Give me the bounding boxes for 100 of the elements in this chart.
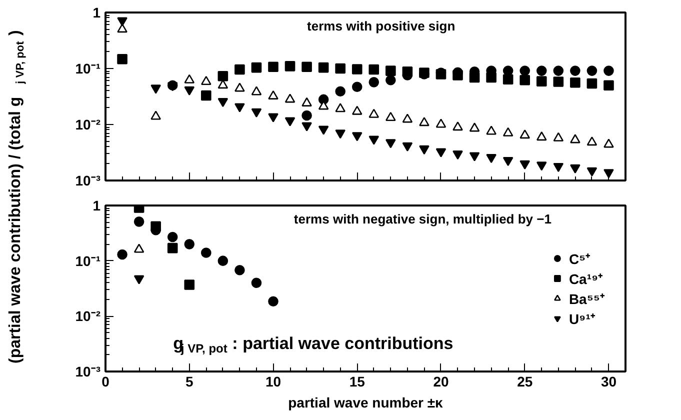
- point: [368, 64, 380, 75]
- point: [218, 71, 228, 82]
- point: [402, 66, 413, 77]
- text: terms with negative sign, multiplied by −1: [294, 212, 552, 226]
- point: [520, 66, 530, 76]
- point: [234, 264, 245, 276]
- legend-label: C⁵⁺: [568, 250, 591, 268]
- legend-label: U⁹¹⁺: [568, 310, 596, 328]
- point: [335, 130, 346, 139]
- point: [469, 72, 480, 83]
- point: [234, 82, 245, 92]
- point: [402, 142, 413, 152]
- x-axis-title: partial wave number ±κ: [288, 394, 444, 410]
- y-tick-label: 10⁻²: [75, 116, 101, 132]
- text: terms with positive sign: [307, 18, 456, 34]
- y-tick-label: 10⁻³: [75, 172, 101, 188]
- point: [502, 74, 514, 85]
- point: [268, 113, 278, 122]
- point: [520, 160, 530, 170]
- point: [570, 164, 580, 174]
- point: [368, 136, 380, 145]
- point: [386, 139, 396, 148]
- point: [368, 77, 380, 88]
- point: [553, 76, 564, 87]
- y-tick-label: 10⁻¹: [75, 252, 101, 269]
- point: [134, 244, 144, 253]
- point: [553, 66, 564, 76]
- point: [452, 70, 463, 80]
- point: [586, 66, 598, 76]
- x-tick-label: 25: [517, 374, 533, 390]
- point: [386, 74, 396, 86]
- point: [570, 66, 580, 76]
- x-tick-label: 15: [349, 374, 366, 390]
- legend-label: Ca¹⁹⁺: [568, 270, 604, 288]
- point: [302, 62, 312, 72]
- point: [284, 117, 296, 126]
- point: [536, 162, 547, 171]
- y-axis-title: (partial wave contribution) / (total gj VP, pot): [7, 30, 26, 364]
- point: [117, 24, 128, 33]
- point: [604, 169, 614, 178]
- point: [536, 76, 547, 86]
- point: [251, 108, 262, 118]
- point: [268, 62, 278, 72]
- point: [586, 78, 598, 89]
- point: [352, 132, 362, 142]
- point: [284, 61, 296, 72]
- point: [167, 242, 178, 254]
- point: [218, 80, 228, 89]
- point: [234, 103, 245, 112]
- point: [486, 72, 496, 83]
- point: [134, 216, 144, 227]
- y-tick-label: 10⁻³: [75, 364, 101, 380]
- point: [150, 84, 161, 94]
- point: [352, 82, 362, 92]
- point: [318, 126, 329, 135]
- point: [335, 86, 346, 97]
- point: [553, 162, 564, 172]
- x-tick-label: 0: [102, 374, 110, 390]
- point: [184, 74, 195, 84]
- point: [335, 63, 346, 74]
- point: [352, 64, 362, 74]
- point: [604, 80, 614, 91]
- point: [302, 122, 312, 132]
- point: [469, 152, 480, 162]
- point: [184, 280, 195, 290]
- x-tick-label: 30: [600, 374, 617, 390]
- y-tick-label: 1: [92, 4, 101, 20]
- point: [536, 66, 547, 76]
- y-tick-label: 1: [92, 198, 101, 214]
- x-tick-label: 5: [185, 374, 194, 390]
- legend-label: Ba⁵⁵⁺: [568, 290, 605, 308]
- point: [218, 256, 228, 266]
- point: [586, 167, 598, 176]
- point: [184, 86, 195, 96]
- point: [520, 74, 530, 86]
- point: [452, 150, 463, 160]
- point: [502, 156, 514, 166]
- point: [218, 98, 228, 108]
- y-tick-label: 10⁻¹: [75, 60, 101, 76]
- y-tick-label: 10⁻²: [75, 308, 101, 324]
- point: [150, 221, 161, 232]
- point: [117, 54, 128, 64]
- point: [486, 154, 496, 164]
- point: [419, 145, 430, 155]
- point: [184, 239, 195, 250]
- point: [200, 248, 212, 258]
- point: [570, 77, 580, 88]
- point: [436, 148, 446, 158]
- point: [318, 62, 329, 73]
- x-tick-label: 10: [265, 374, 282, 390]
- point: [234, 64, 245, 75]
- point: [117, 249, 128, 260]
- point: [302, 110, 312, 121]
- point: [268, 296, 278, 307]
- point: [386, 66, 396, 76]
- point: [134, 275, 144, 284]
- point: [604, 66, 614, 76]
- point: [167, 232, 178, 242]
- x-tick-label: 20: [433, 374, 449, 390]
- point: [251, 278, 262, 288]
